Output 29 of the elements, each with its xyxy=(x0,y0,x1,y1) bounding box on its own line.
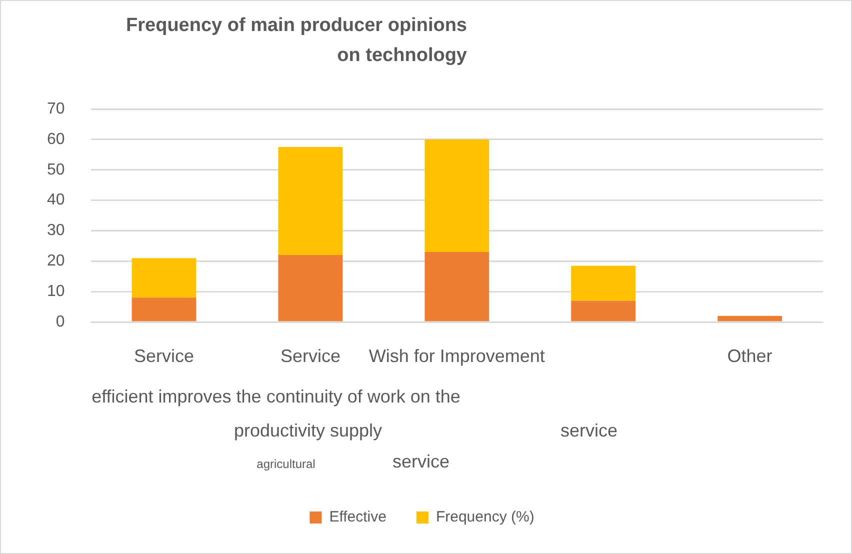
text: service xyxy=(392,452,450,472)
x-tick-label: Service xyxy=(280,346,340,366)
y-tick-label: 0 xyxy=(56,313,65,330)
bar xyxy=(571,266,636,301)
bar xyxy=(278,147,343,256)
bar xyxy=(718,316,782,322)
x-tick-label: Other xyxy=(727,346,772,366)
bar xyxy=(278,255,343,322)
text: efficient improves the continuity of work on the xyxy=(92,386,460,408)
text: agricultural xyxy=(256,457,316,471)
text: productivity supply xyxy=(234,420,382,442)
bar xyxy=(424,252,490,322)
bar xyxy=(424,139,490,252)
y-tick-label: 10 xyxy=(47,282,65,300)
x-tick-label: Service xyxy=(134,346,194,366)
bar xyxy=(132,298,196,322)
y-tick-label: 20 xyxy=(47,252,65,270)
y-tick-label: 40 xyxy=(47,192,65,209)
bar xyxy=(132,258,196,298)
x-tick-label: Wish for Improvement xyxy=(368,346,545,366)
legend-label: Frequency (%) xyxy=(436,508,534,526)
chart-title: Frequency of main producer opinions on technology xyxy=(125,14,467,68)
text: service xyxy=(560,420,618,442)
y-tick-label: 50 xyxy=(47,161,65,178)
bar xyxy=(571,300,636,322)
legend-label: Effective xyxy=(329,508,386,526)
y-tick-label: 30 xyxy=(47,222,65,240)
y-tick-label: 70 xyxy=(47,100,65,118)
y-tick-label: 60 xyxy=(47,130,65,148)
